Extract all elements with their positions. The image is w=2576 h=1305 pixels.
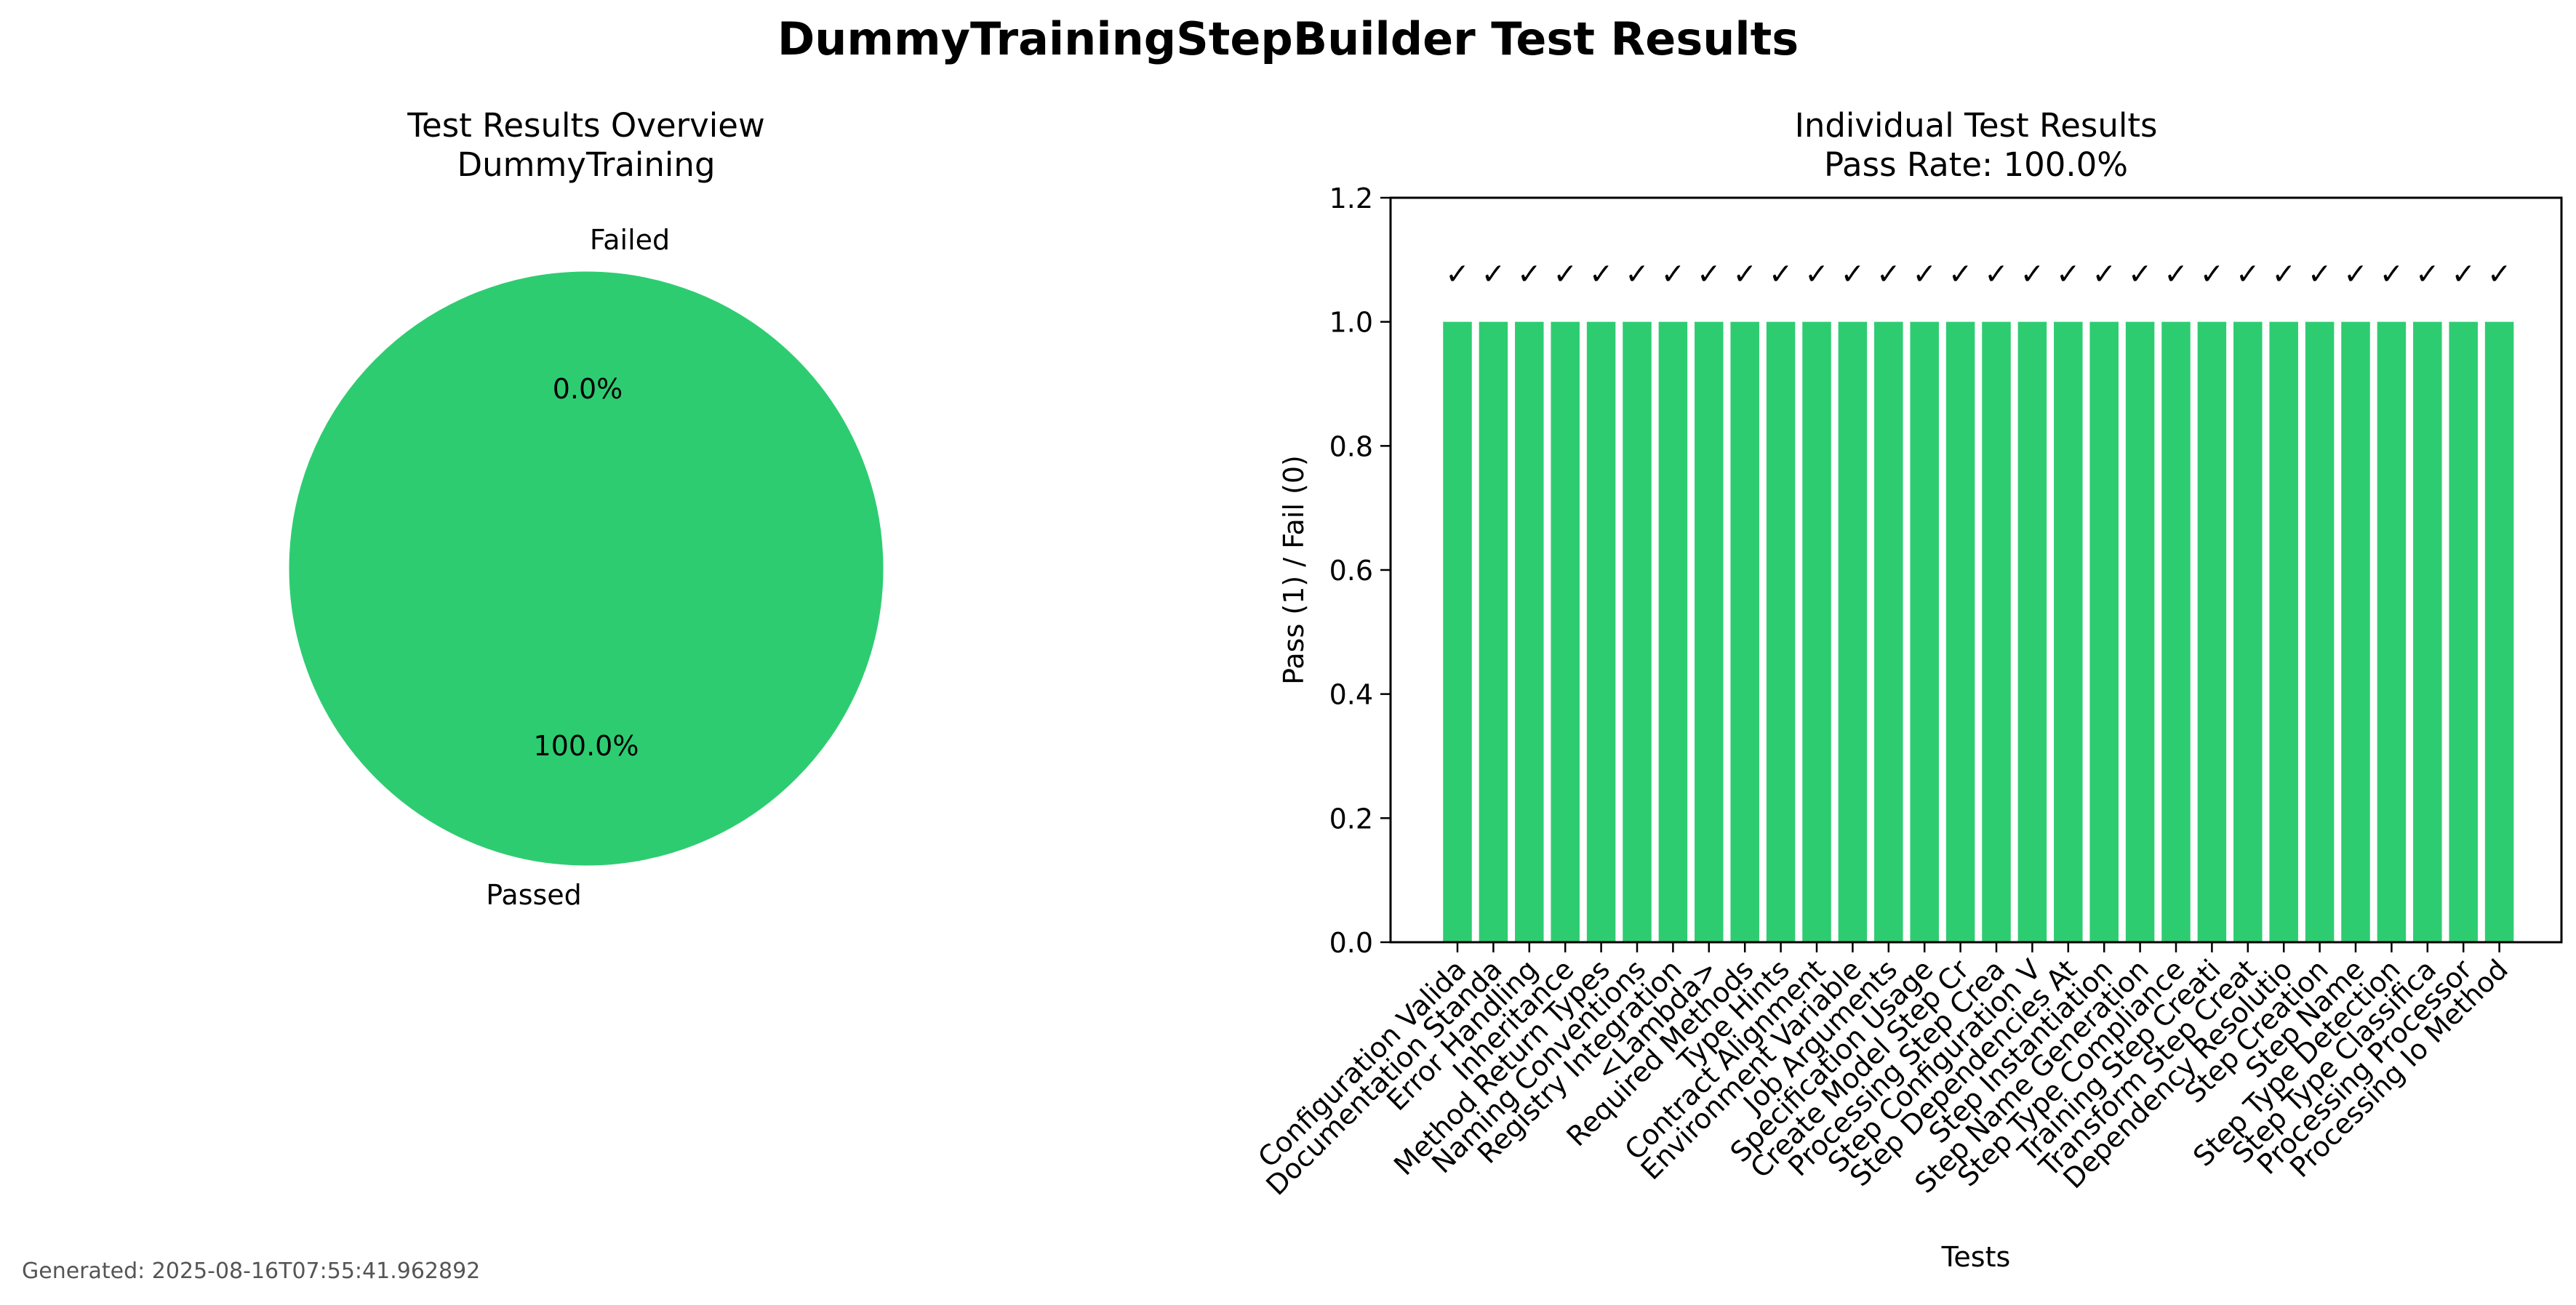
bar-26 (2341, 321, 2370, 943)
check-mark-17: ✓ (2020, 258, 2045, 292)
bar-19 (2089, 321, 2119, 943)
bar-5 (1586, 321, 1616, 943)
check-mark-24: ✓ (2271, 258, 2296, 292)
check-mark-14: ✓ (1912, 258, 1937, 292)
bar-2 (1479, 321, 1508, 943)
check-mark-25: ✓ (2308, 258, 2332, 292)
bar-7 (1658, 321, 1688, 943)
check-mark-29: ✓ (2451, 258, 2476, 292)
y-tick-label-4: 0.8 (1329, 430, 1373, 462)
pie-title-line-2: DummyTraining (457, 145, 715, 184)
bar-16 (1982, 321, 2011, 943)
check-mark-22: ✓ (2200, 258, 2225, 292)
bar-22 (2197, 321, 2227, 943)
bar-9 (1730, 321, 1759, 943)
check-mark-23: ✓ (2236, 258, 2260, 292)
check-mark-3: ✓ (1517, 258, 1542, 292)
check-mark-27: ✓ (2380, 258, 2404, 292)
check-mark-16: ✓ (1984, 258, 2009, 292)
bar-17 (2017, 321, 2047, 943)
y-axis-label: Pass (1) / Fail (0) (1278, 455, 1310, 685)
check-mark-11: ✓ (1804, 258, 1829, 292)
x-axis-label: Tests (1941, 1241, 2011, 1273)
bar-28 (2413, 321, 2442, 943)
check-mark-21: ✓ (2164, 258, 2188, 292)
bar-14 (1910, 321, 1939, 943)
figure-title: DummyTrainingStepBuilder Test Results (777, 12, 1799, 65)
check-mark-4: ✓ (1553, 258, 1577, 292)
check-mark-18: ✓ (2056, 258, 2081, 292)
bar-21 (2161, 321, 2191, 943)
pie-pct-failed: 0.0% (553, 373, 623, 405)
bar-20 (2125, 321, 2155, 943)
check-mark-9: ✓ (1732, 258, 1757, 292)
bar-25 (2305, 321, 2335, 943)
check-mark-19: ✓ (2092, 258, 2116, 292)
bar-13 (1874, 321, 1903, 943)
bar-12 (1838, 321, 1868, 943)
pie-label-passed: Passed (486, 879, 582, 911)
bar-6 (1623, 321, 1652, 943)
check-mark-7: ✓ (1661, 258, 1686, 292)
bar-24 (2269, 321, 2298, 943)
pie-label-failed: Failed (590, 224, 670, 256)
bar-1 (1443, 321, 1472, 943)
bars (1443, 321, 2514, 943)
bar-10 (1766, 321, 1796, 943)
bar-title-line-1: Individual Test Results (1795, 106, 2158, 145)
pie-chart: Test Results Overview DummyTraining Fail… (287, 106, 886, 911)
generated-timestamp: Generated: 2025-08-16T07:55:41.962892 (22, 1258, 480, 1284)
y-tick-label-0: 0.0 (1329, 927, 1373, 959)
y-tick-label-2: 0.4 (1329, 679, 1373, 711)
check-mark-10: ✓ (1769, 258, 1793, 292)
bar-title-line-2: Pass Rate: 100.0% (1824, 145, 2128, 184)
pie-title-line-1: Test Results Overview (407, 106, 765, 145)
check-marks: ✓ ✓ ✓ ✓ ✓ ✓ ✓ ✓ ✓ ✓ ✓ ✓ ✓ ✓ ✓ ✓ ✓ ✓ ✓ ✓ ✓ ✓ ✓ ✓ ✓ ✓ ✓ ✓ ✓ ✓ (1445, 258, 2511, 292)
check-mark-8: ✓ (1697, 258, 1721, 292)
bar-18 (2054, 321, 2083, 943)
pie-slices (287, 269, 886, 868)
bar-29 (2449, 321, 2478, 943)
y-tick-label-5: 1.0 (1329, 307, 1373, 339)
check-mark-1: ✓ (1445, 258, 1470, 292)
bar-27 (2377, 321, 2407, 943)
check-mark-13: ✓ (1876, 258, 1901, 292)
check-mark-26: ✓ (2343, 258, 2368, 292)
y-tick-label-6: 1.2 (1329, 182, 1373, 214)
bar-23 (2233, 321, 2263, 943)
y-tick-label-3: 0.6 (1329, 555, 1373, 587)
check-mark-30: ✓ (2487, 258, 2512, 292)
bar-11 (1802, 321, 1831, 943)
pie-slice-passed (287, 269, 886, 868)
check-mark-12: ✓ (1841, 258, 1865, 292)
check-mark-5: ✓ (1589, 258, 1614, 292)
bar-4 (1551, 321, 1580, 943)
check-mark-2: ✓ (1481, 258, 1506, 292)
bar-15 (1945, 321, 1975, 943)
bar-chart: Individual Test Results Pass Rate: 100.0… (1252, 106, 2563, 1273)
pie-pct-passed: 100.0% (534, 730, 639, 762)
bar-30 (2484, 321, 2514, 943)
check-mark-20: ✓ (2128, 258, 2153, 292)
y-axis: 0.0 0.2 0.4 0.6 0.8 1.0 1.2 (1329, 182, 1391, 959)
check-mark-15: ✓ (1948, 258, 1973, 292)
check-mark-28: ✓ (2415, 258, 2440, 292)
y-tick-label-1: 0.2 (1329, 803, 1373, 835)
check-mark-6: ✓ (1625, 258, 1649, 292)
bar-3 (1515, 321, 1544, 943)
bar-8 (1695, 321, 1724, 943)
